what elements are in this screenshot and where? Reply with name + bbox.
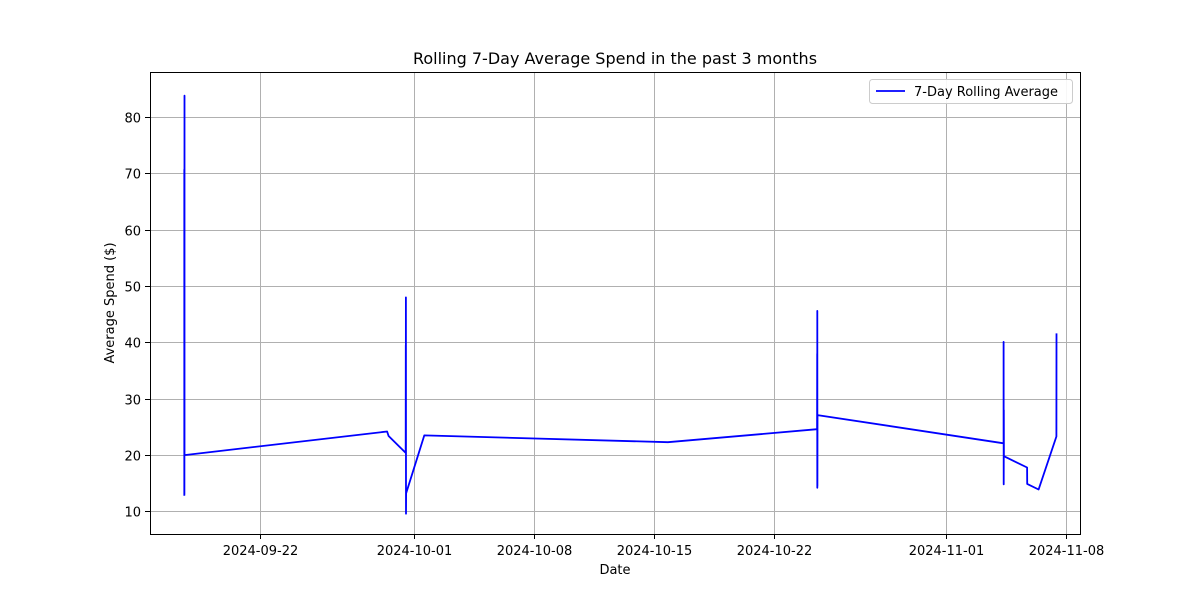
x-tick-label: 2024-10-15 <box>617 544 693 559</box>
x-tick-label: 2024-10-01 <box>377 544 453 559</box>
x-tick-label: 2024-10-08 <box>497 544 573 559</box>
y-tick-label: 40 <box>124 337 141 352</box>
x-axis-label: Date <box>599 563 630 578</box>
legend-box <box>869 79 1073 104</box>
x-tick-label: 2024-11-01 <box>909 544 985 559</box>
x-tick-label: 2024-09-22 <box>223 544 299 559</box>
y-tick-label: 20 <box>124 450 141 465</box>
legend-label: 7-Day Rolling Average <box>914 85 1058 100</box>
series-line-7-day-rolling-average <box>183 94 1058 515</box>
y-tick-label: 50 <box>124 281 141 296</box>
x-axis-ticks: 2024-09-22 2024-10-01 2024-10-08 2024-10-15… <box>223 534 1105 559</box>
grid-lines <box>150 72 1080 534</box>
y-tick-label: 80 <box>124 112 141 127</box>
y-tick-label: 60 <box>124 225 141 240</box>
plot-frame <box>150 72 1081 535</box>
chart-title: Rolling 7-Day Average Spend in the past … <box>413 49 817 68</box>
legend: 7-Day Rolling Average <box>869 79 1073 104</box>
y-tick-label: 30 <box>124 394 141 409</box>
x-tick-label: 2024-11-08 <box>1029 544 1105 559</box>
y-axis-label: Average Spend ($) <box>103 242 118 363</box>
x-tick-label: 2024-10-22 <box>737 544 813 559</box>
y-axis-ticks: 10 20 30 40 50 60 70 80 <box>124 112 150 521</box>
y-tick-label: 70 <box>124 168 141 183</box>
y-tick-label: 10 <box>124 506 141 521</box>
